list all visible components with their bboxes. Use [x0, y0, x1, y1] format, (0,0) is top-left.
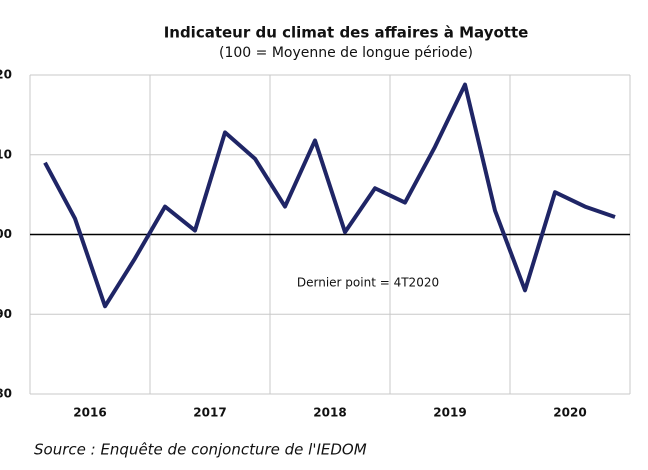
y-tick-label: 100 [0, 227, 12, 241]
x-tick-label: 2016 [73, 406, 106, 420]
annotation: Dernier point = 4T2020 [297, 276, 439, 290]
source: Source : Enquête de conjoncture de l'IED… [34, 441, 367, 459]
chart-title: Indicateur du climat des affaires à Mayo… [164, 24, 529, 42]
data-line [43, 82, 616, 309]
x-tick-label: 2017 [193, 406, 226, 420]
chart-subtitle: (100 = Moyenne de longue période) [219, 45, 473, 61]
x-tick-label: 2019 [433, 406, 466, 420]
x-tick-label: 2020 [553, 406, 586, 420]
y-tick-label: 90 [0, 307, 12, 321]
x-tick-label: 2018 [313, 406, 346, 420]
y-tick-label: 80 [0, 387, 12, 401]
y-tick-label: 120 [0, 68, 12, 82]
y-tick-label: 110 [0, 147, 12, 161]
